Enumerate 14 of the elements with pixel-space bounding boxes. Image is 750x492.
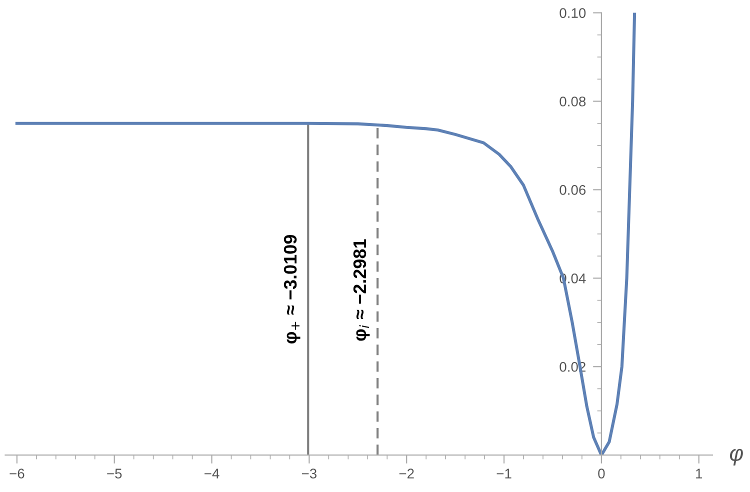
y-tick-label: 0.06 bbox=[560, 185, 586, 195]
x-tick-label: −3 bbox=[302, 468, 316, 478]
x-tick-label: 1 bbox=[696, 468, 702, 478]
x-tick-label: −5 bbox=[107, 468, 122, 478]
x-axis-title: φ bbox=[730, 448, 743, 466]
y-tick-label: 0.10 bbox=[560, 8, 586, 18]
x-tick-label: −1 bbox=[496, 468, 512, 478]
x-tick-label: −4 bbox=[204, 468, 220, 478]
x-tick-label: 0 bbox=[598, 468, 605, 478]
x-tick-label: −2 bbox=[399, 468, 414, 478]
ref-line-label: φ$_{i}$ ≈ −2.2981 bbox=[353, 239, 370, 341]
y-tick-label: 0.08 bbox=[560, 96, 586, 106]
ref-line-label: φ$_{+}$ ≈ −3.0109 bbox=[284, 235, 300, 344]
x-tick-label: −6 bbox=[10, 468, 24, 478]
